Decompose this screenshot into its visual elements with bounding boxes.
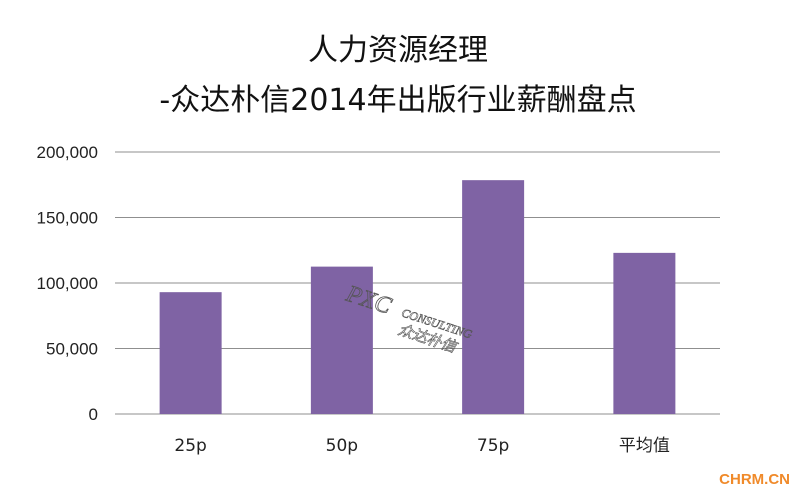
y-tick-label: 50,000 [46,340,98,359]
x-tick-label: 平均值 [619,436,670,456]
x-tick-label: 75p [477,436,509,456]
bar-平均值 [613,252,676,414]
x-tick-label: 25p [174,436,206,456]
x-tick-label: 50p [326,436,358,456]
y-axis-ticks: 0 50,000 100,000 150,000 200,000 [37,143,98,424]
bar-75p [462,180,525,414]
bar-50p [310,266,373,414]
site-label: CHRM.CN [719,471,790,488]
y-tick-label: 0 [89,405,98,424]
chart-title-line-1: 人力资源经理 [308,33,488,68]
y-tick-label: 200,000 [37,143,98,162]
y-tick-label: 150,000 [37,209,98,228]
chart-title-line-2: -众达朴信2014年出版行业薪酬盘点 [159,83,636,118]
bars [159,180,676,414]
y-tick-label: 100,000 [37,274,98,293]
x-axis-ticks: 25p 50p 75p 平均值 [174,436,669,456]
bar-25p [159,292,222,414]
